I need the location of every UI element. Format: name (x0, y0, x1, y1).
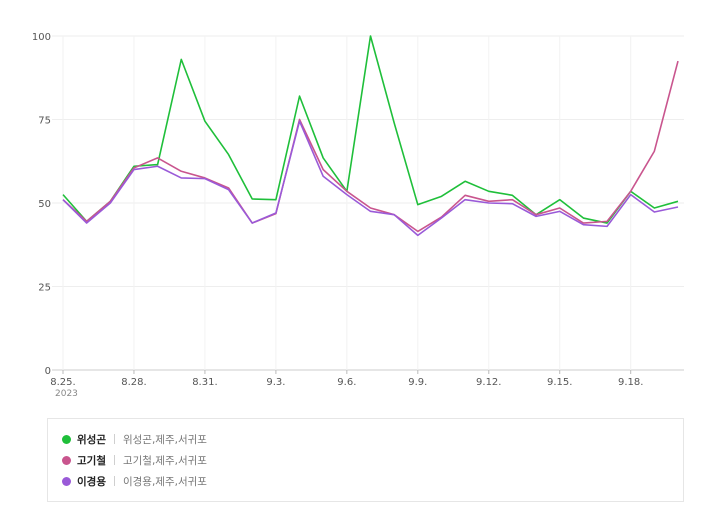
legend-desc: 위성곤,제주,서귀포 (122, 433, 207, 446)
legend-item-series-2[interactable]: 고기철 고기철,제주,서귀포 (62, 451, 207, 469)
line-chart: 0 25 50 75 100 8.25. 8.28. 8.31. 9.3. 9.6. 9.9. 9.… (32, 32, 684, 399)
legend-dot-icon (62, 476, 71, 486)
legend: 위성곤 위성곤,제주,서귀포 고기철 고기철,제주,서귀포 이경용 이경용,제주… (47, 418, 684, 502)
x-axis-ticks: 8.25. 8.28. 8.31. 9.3. 9.6. 9.9. 9.12. 9.15. 9.1… (50, 370, 643, 399)
legend-divider (113, 434, 115, 444)
series-line-1 (62, 35, 679, 224)
legend-name: 위성곤 (77, 433, 106, 446)
legend-desc: 이경용,제주,서귀포 (122, 475, 207, 488)
legend-divider (113, 476, 115, 486)
legend-item-series-3[interactable]: 이경용 이경용,제주,서귀포 (62, 472, 207, 490)
series-line-3 (62, 120, 679, 237)
legend-item-series-1[interactable]: 위성곤 위성곤,제주,서귀포 (62, 430, 207, 448)
x-tick-label: 9.3. (266, 377, 285, 388)
x-tick-label: 9.18. (618, 377, 643, 388)
x-tick-label: 9.12. (476, 377, 501, 388)
y-tick-label: 50 (38, 199, 51, 210)
legend-dot-icon (62, 434, 71, 444)
legend-dot-icon (62, 455, 71, 465)
y-tick-label: 25 (38, 283, 51, 294)
legend-desc: 고기철,제주,서귀포 (122, 454, 207, 467)
x-tick-label: 9.9. (408, 377, 427, 388)
x-tick-label: 8.25. (50, 377, 75, 388)
y-tick-label: 0 (45, 366, 51, 377)
x-tick-label: 8.28. (121, 377, 146, 388)
series-line-2 (62, 60, 679, 233)
legend-divider (113, 455, 115, 465)
series-lines (62, 35, 679, 237)
x-tick-label: 8.31. (192, 377, 217, 388)
legend-name: 고기철 (77, 454, 106, 467)
legend-name: 이경용 (77, 475, 106, 488)
gridlines (52, 35, 684, 371)
x-year-label: 2023 (55, 389, 78, 399)
x-tick-label: 9.6. (337, 377, 356, 388)
y-tick-label: 100 (32, 32, 51, 43)
x-tick-label: 9.15. (547, 377, 572, 388)
y-tick-label: 75 (38, 116, 51, 127)
y-axis-ticks: 0 25 50 75 100 (32, 32, 51, 377)
